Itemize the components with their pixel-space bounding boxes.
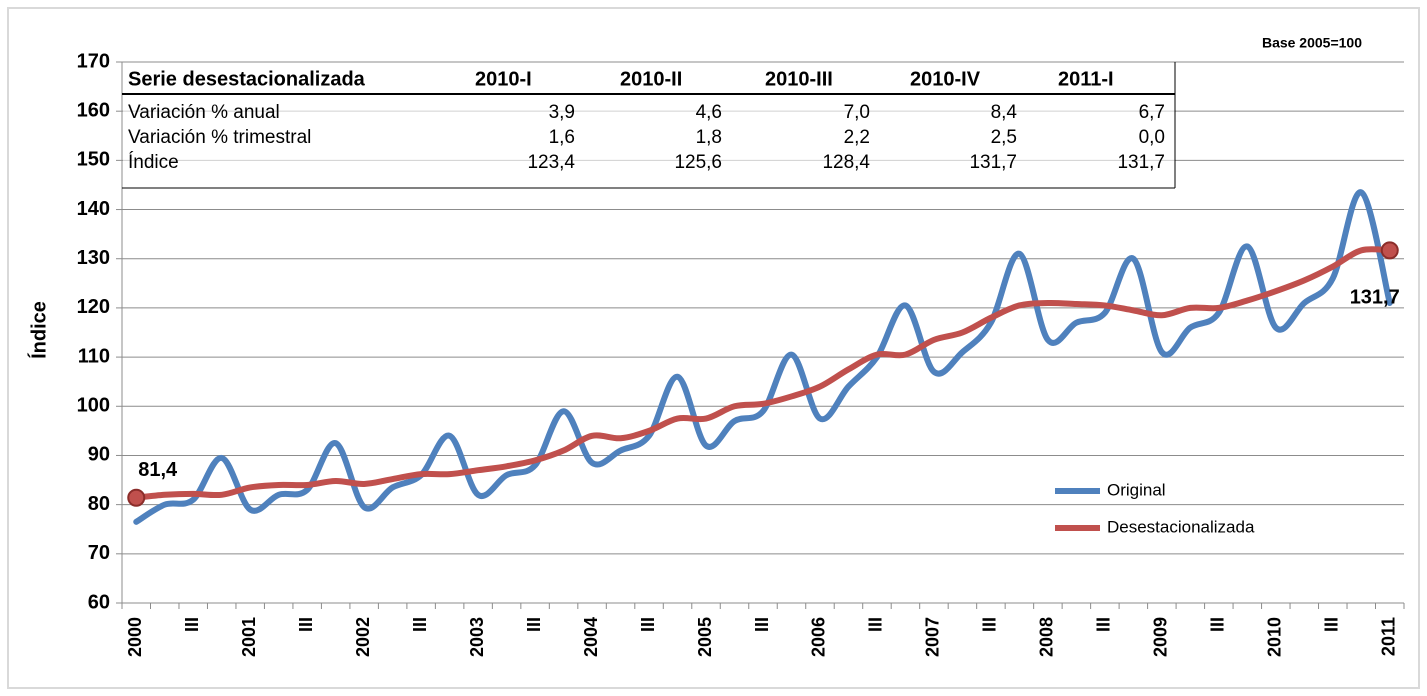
- table-cell: 6,7: [1139, 102, 1165, 123]
- base-note: Base 2005=100: [1262, 35, 1362, 51]
- table-header: Serie desestacionalizada: [128, 68, 366, 90]
- table-row-label: Índice: [128, 152, 179, 173]
- table-cell: 131,7: [969, 152, 1017, 173]
- table-cell: 3,9: [549, 102, 575, 123]
- y-tick-label: 60: [88, 591, 110, 613]
- x-tick-label: 2005: [695, 617, 715, 657]
- table-row-label: Variación % anual: [128, 102, 280, 123]
- series-line: [133, 246, 1393, 501]
- x-tick-label: 2006: [809, 617, 829, 657]
- y-tick-label: 150: [77, 149, 110, 171]
- y-tick-label: 100: [77, 395, 110, 417]
- x-tick-label: III: [296, 617, 316, 632]
- x-tick-label: III: [1208, 617, 1228, 632]
- data-label: 81,4: [138, 459, 178, 481]
- table-cell: 4,6: [696, 102, 722, 123]
- x-tick-label: III: [638, 617, 658, 632]
- x-tick-label: III: [182, 617, 202, 632]
- table-header: 2011-I: [1058, 68, 1114, 90]
- y-axis-label: Índice: [27, 301, 50, 359]
- y-tick-label: 160: [77, 99, 110, 121]
- table-header: 2010-I: [475, 68, 532, 90]
- table-row-label: Variación % trimestral: [128, 127, 311, 148]
- table-cell: 2,5: [991, 127, 1017, 148]
- data-label: 131,7: [1350, 287, 1400, 309]
- table-cell: 123,4: [527, 152, 575, 173]
- x-tick-label: III: [980, 617, 1000, 632]
- x-tick-label: 2009: [1151, 617, 1171, 657]
- table-bg: [123, 63, 1175, 188]
- legend-label: Original: [1107, 480, 1166, 499]
- x-tick-label: III: [524, 617, 544, 632]
- y-tick-label: 80: [88, 493, 110, 515]
- x-tick-label: 2002: [353, 617, 373, 657]
- table-cell: 125,6: [674, 152, 722, 173]
- table-cell: 1,6: [549, 127, 575, 148]
- y-tick-label: 120: [77, 296, 110, 318]
- point-marker: [1380, 241, 1399, 260]
- x-tick-label: 2003: [467, 617, 487, 657]
- table-cell: 1,8: [696, 127, 722, 148]
- x-tick-label: III: [752, 617, 772, 632]
- x-tick-label: III: [866, 617, 886, 632]
- table-cell: 128,4: [822, 152, 870, 173]
- x-tick-label: 2001: [239, 617, 259, 657]
- y-tick-label: 130: [77, 247, 110, 269]
- table-cell: 2,2: [844, 127, 870, 148]
- x-tick-label: III: [1322, 617, 1342, 632]
- table-cell: 8,4: [991, 102, 1018, 123]
- table-header: 2010-II: [620, 68, 682, 90]
- y-tick-label: 110: [78, 345, 110, 367]
- table-cell: 0,0: [1139, 127, 1165, 148]
- y-tick-label: 170: [77, 50, 110, 72]
- table-cell: 7,0: [844, 102, 870, 123]
- x-tick-label: 2008: [1037, 617, 1057, 657]
- x-tick-label: III: [410, 617, 430, 632]
- point-marker: [127, 488, 146, 507]
- x-tick-label: 2010: [1265, 617, 1285, 657]
- x-tick-label: 2007: [923, 617, 943, 657]
- table-header: 2010-IV: [910, 68, 981, 90]
- y-tick-label: 70: [88, 542, 110, 564]
- y-tick-label: 140: [77, 198, 110, 220]
- table-header: 2010-III: [765, 68, 833, 90]
- x-tick-label: 2004: [581, 617, 601, 657]
- x-tick-label: III: [1094, 617, 1114, 632]
- y-tick-label: 90: [88, 444, 110, 466]
- x-tick-label: 2000: [125, 617, 145, 657]
- x-tick-label: 2011: [1379, 617, 1399, 656]
- table-cell: 131,7: [1117, 152, 1165, 173]
- legend-label: Desestacionalizada: [1107, 517, 1255, 536]
